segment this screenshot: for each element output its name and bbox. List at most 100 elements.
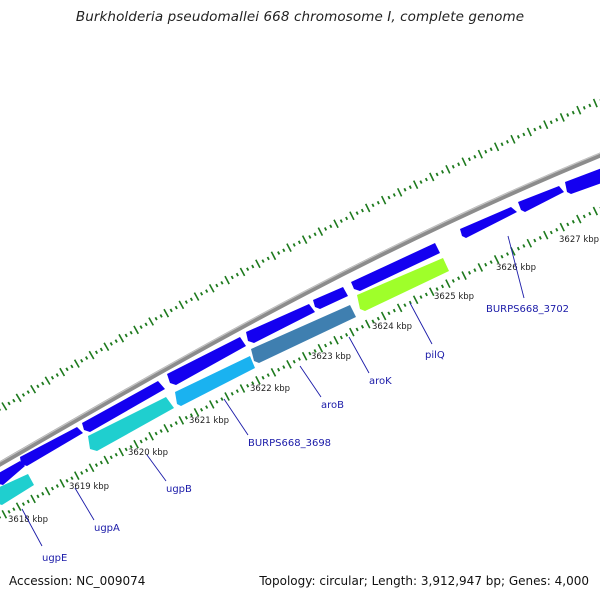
outer-tick-minor	[124, 333, 128, 338]
outer-tick-minor	[251, 264, 255, 269]
tick-label-3623: 3623 kbp	[311, 352, 351, 362]
outer-tick-major	[543, 120, 549, 130]
inner-tick-major	[30, 494, 36, 504]
outer-tick-minor	[392, 193, 396, 197]
leader-line-pilQ	[409, 302, 433, 345]
gene-arrow[interactable]	[246, 304, 315, 343]
inner-tick-minor	[189, 413, 193, 417]
inner-tick-minor	[139, 439, 143, 444]
inner-tick-major	[73, 471, 80, 480]
inner-tick-minor	[329, 341, 333, 345]
outer-tick-minor	[189, 297, 193, 302]
gene-arrow[interactable]	[565, 165, 600, 194]
outer-tick-major	[88, 350, 95, 360]
ugpE-gene-arrow[interactable]	[0, 474, 34, 505]
outer-tick-minor	[292, 243, 296, 247]
outer-tick-minor	[109, 342, 113, 346]
outer-tick-major	[429, 172, 435, 182]
gene-label-leaders	[21, 235, 525, 547]
inner-tick-minor	[345, 333, 349, 337]
outer-tick-minor	[114, 339, 118, 343]
outer-tick-minor	[566, 113, 570, 117]
outer-tick-major	[333, 219, 339, 229]
outer-tick-minor	[571, 110, 575, 115]
inner-tick-minor	[473, 268, 477, 272]
outer-tick-minor	[538, 125, 542, 129]
inner-tick-major	[148, 431, 154, 441]
inner-tick-minor	[408, 300, 412, 305]
outer-tick-major	[118, 333, 125, 343]
outer-tick-minor	[355, 211, 359, 216]
inner-tick-minor	[376, 316, 380, 321]
inner-tick-minor	[220, 397, 224, 401]
outer-tick-major	[59, 367, 66, 377]
outer-tick-minor	[94, 350, 99, 355]
pilQ-gene-arrow[interactable]	[357, 258, 449, 311]
outer-tick-minor	[174, 305, 178, 310]
outer-tick-minor	[516, 135, 520, 139]
inner-tick-minor	[277, 367, 281, 372]
inner-tick-major	[461, 271, 467, 280]
inner-tick-minor	[387, 311, 391, 316]
BURPS668-3698-gene-arrow[interactable]	[175, 356, 255, 406]
inner-tick-major	[364, 319, 371, 329]
inner-tick-major	[118, 447, 125, 457]
outer-tick-minor	[282, 248, 286, 253]
outer-tick-minor	[376, 200, 380, 205]
inner-tick-minor	[36, 494, 40, 499]
gene-arrow[interactable]	[0, 461, 25, 485]
outer-tick-major	[1, 402, 8, 411]
inner-tick-minor	[566, 222, 570, 227]
inner-tick-minor	[282, 365, 286, 369]
gene-arrow[interactable]	[313, 287, 348, 309]
outer-tick-minor	[277, 251, 281, 255]
gene-label-BURPS668-3702[interactable]: BURPS668_3702	[486, 304, 569, 315]
outer-tick-major	[576, 105, 582, 115]
inner-tick-minor	[582, 214, 586, 219]
leader-line-aroK	[348, 336, 370, 374]
outer-tick-major	[73, 359, 80, 368]
outer-tick-minor	[451, 164, 455, 169]
outer-tick-minor	[424, 177, 428, 182]
outer-tick-minor	[403, 187, 407, 192]
gene-arrow[interactable]	[82, 381, 165, 432]
outer-tick-minor	[324, 227, 328, 231]
inner-tick-minor	[355, 327, 359, 332]
outer-tick-minor	[484, 149, 488, 154]
gene-arrow[interactable]	[518, 186, 564, 212]
chromosome-backbone	[0, 152, 600, 467]
outer-tick-minor	[129, 330, 133, 335]
gene-label-ugpB[interactable]: ugpB	[166, 484, 192, 495]
gene-label-aroB[interactable]: aroB	[321, 400, 344, 411]
ugpA-ugpB-gene-arrow[interactable]	[88, 397, 174, 451]
outer-tick-minor	[371, 203, 375, 208]
aroB-aroK-gene-arrow[interactable]	[251, 305, 356, 363]
inner-tick-minor	[549, 230, 553, 235]
gene-label-ugpA[interactable]: ugpA	[94, 523, 120, 534]
leader-line-BURPS668-3702	[507, 235, 525, 299]
outer-tick-minor	[85, 356, 89, 360]
gene-arrow[interactable]	[460, 207, 517, 238]
topology-summary-text: Topology: circular; Length: 3,912,947 bp…	[259, 574, 589, 588]
chromosome-backbone-highlight	[0, 152, 600, 463]
gene-arrow[interactable]	[167, 337, 246, 385]
gene-label-ugpE[interactable]: ugpE	[42, 553, 67, 564]
gene-label-aroK[interactable]: aroK	[369, 376, 392, 387]
inner-tick-major	[270, 368, 277, 377]
gene-arrow[interactable]	[20, 427, 83, 466]
inner-tick-minor	[313, 349, 317, 353]
gene-label-BURPS668-3698[interactable]: BURPS668_3698	[248, 438, 331, 449]
gene-label-pilQ[interactable]: pilQ	[425, 350, 445, 361]
gene-arrow[interactable]	[351, 243, 440, 291]
inner-tick-minor	[174, 421, 178, 425]
inner-tick-minor	[571, 219, 575, 224]
inner-tick-minor	[169, 423, 173, 428]
outer-tick-major	[163, 308, 170, 318]
inner-tick-minor	[7, 509, 11, 514]
inner-tick-major	[286, 360, 292, 369]
outer-tick-major	[15, 393, 22, 403]
inner-tick-major	[178, 416, 185, 425]
gene-labels: ugpE ugpA ugpB BURPS668_3698 aroB aroK p…	[42, 304, 569, 564]
outer-tick-minor	[184, 300, 188, 304]
inner-tick-minor	[424, 292, 428, 297]
